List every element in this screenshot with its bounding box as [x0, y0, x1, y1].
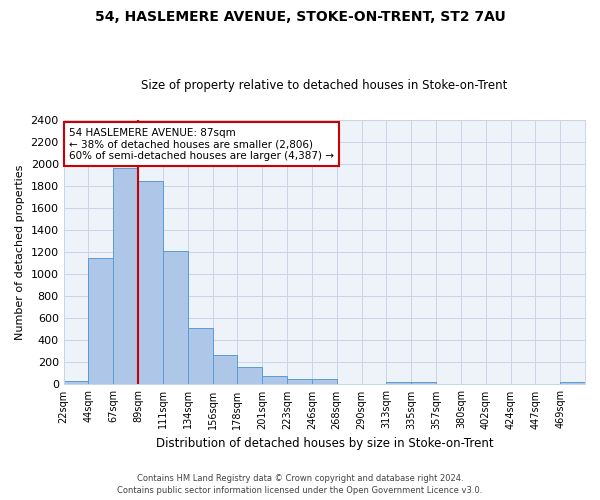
Bar	[163, 251, 188, 384]
Text: 54 HASLEMERE AVENUE: 87sqm
← 38% of detached houses are smaller (2,806)
60% of s: 54 HASLEMERE AVENUE: 87sqm ← 38% of deta…	[69, 128, 334, 160]
Bar	[287, 379, 312, 384]
Bar	[113, 168, 138, 384]
Bar	[238, 368, 262, 384]
Bar	[560, 382, 585, 384]
X-axis label: Distribution of detached houses by size in Stoke-on-Trent: Distribution of detached houses by size …	[155, 437, 493, 450]
Y-axis label: Number of detached properties: Number of detached properties	[15, 164, 25, 340]
Bar	[262, 376, 287, 384]
Bar	[411, 382, 436, 384]
Text: 54, HASLEMERE AVENUE, STOKE-ON-TRENT, ST2 7AU: 54, HASLEMERE AVENUE, STOKE-ON-TRENT, ST…	[95, 10, 505, 24]
Bar	[88, 258, 113, 384]
Bar	[64, 381, 88, 384]
Bar	[188, 328, 212, 384]
Bar	[386, 382, 411, 384]
Bar	[312, 380, 337, 384]
Bar	[212, 355, 238, 384]
Title: Size of property relative to detached houses in Stoke-on-Trent: Size of property relative to detached ho…	[141, 79, 508, 92]
Text: Contains HM Land Registry data © Crown copyright and database right 2024.
Contai: Contains HM Land Registry data © Crown c…	[118, 474, 482, 495]
Bar	[138, 182, 163, 384]
